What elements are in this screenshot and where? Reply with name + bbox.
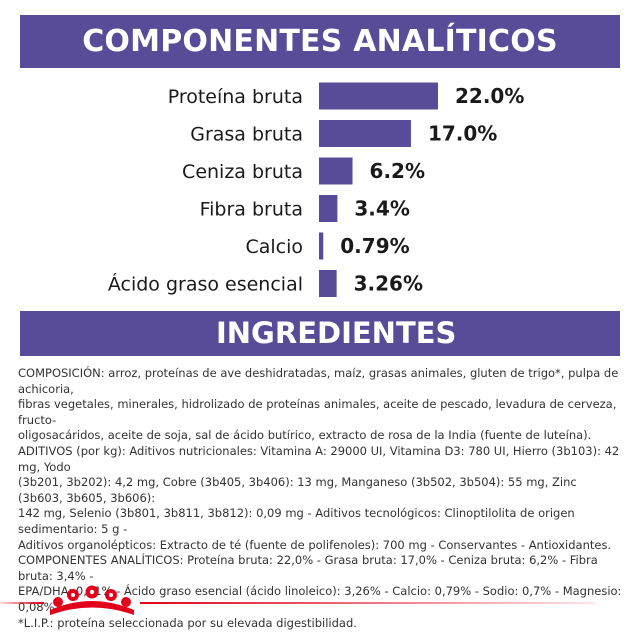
value-label: 0.79% — [340, 234, 409, 258]
ingredients-line: COMPONENTES ANALÍTICOS: Proteína bruta: … — [18, 553, 598, 583]
ingredients-line: fibras vegetales, minerales, hidrolizado… — [18, 397, 617, 427]
data-bar — [319, 157, 353, 185]
data-bar — [319, 82, 438, 110]
category-label: Calcio — [245, 236, 303, 258]
value-label: 22.0% — [455, 84, 524, 108]
value-label: 3.26% — [354, 272, 423, 296]
ingredients-line: *L.I.P.: proteína seleccionada por su el… — [18, 615, 357, 630]
ingredients-line: ADITIVOS (por kg): Aditivos nutricionale… — [18, 443, 620, 474]
value-label: 3.4% — [354, 197, 409, 221]
nutrient-bar-chart: Proteína bruta 22.0% Grasa bruta 17.0% Ceniz… — [108, 82, 524, 297]
data-bar — [319, 195, 338, 222]
ingredients-line: 142 mg, Selenio (3b801, 3b811, 3b812): 0… — [18, 506, 575, 536]
value-label: 17.0% — [428, 122, 497, 146]
ingredients-line: (3b201, 3b202): 4,2 mg, Cobre (3b405, 3b… — [18, 475, 577, 505]
brand-stripe-right — [140, 602, 595, 604]
brand-stripe-left — [0, 602, 44, 604]
data-bar — [319, 270, 337, 297]
category-label: Fibra bruta — [200, 199, 303, 221]
category-label: Grasa bruta — [190, 124, 303, 146]
category-label: Ceniza bruta — [182, 161, 303, 183]
components-banner: COMPONENTES ANALÍTICOS — [20, 15, 620, 68]
ingredients-line: COMPOSICIÓN: arroz, proteínas de ave des… — [18, 366, 619, 396]
ingredients-line: oligosacáridos, aceite de soja, sal de á… — [18, 428, 592, 443]
ingredients-banner: INGREDIENTES — [20, 311, 620, 356]
data-bar — [319, 120, 411, 147]
data-bar — [319, 232, 324, 260]
royal-canin-crown-icon — [50, 585, 134, 615]
brand-footer — [0, 585, 595, 615]
category-label: Proteína bruta — [168, 86, 303, 108]
value-label: 6.2% — [370, 159, 425, 183]
ingredients-text: COMPOSICIÓN: arroz, proteínas de ave des… — [18, 366, 624, 631]
ingredients-line: Aditivos organolépticos: Extracto de té … — [18, 537, 612, 552]
category-label: Ácido graso esencial — [108, 273, 303, 296]
